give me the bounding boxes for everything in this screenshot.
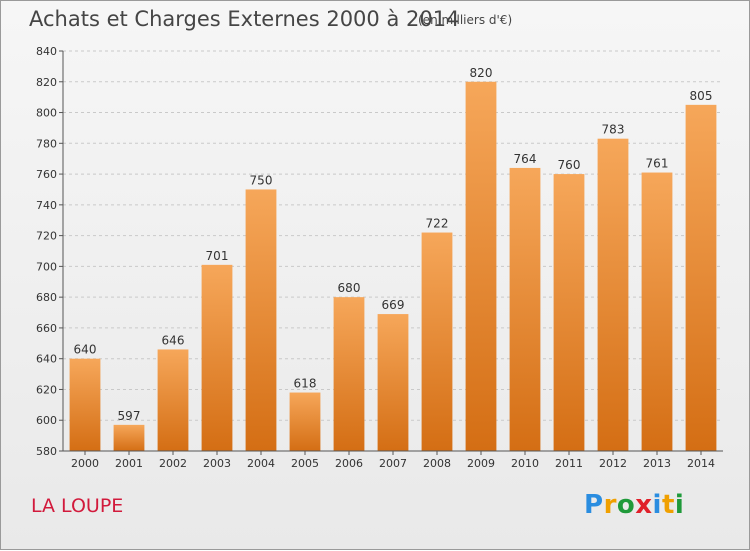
x-tick-label-2014: 2014: [687, 457, 715, 470]
logo-letter: x: [635, 490, 653, 520]
y-tick-label: 800: [36, 107, 57, 120]
bar-2006: [333, 297, 365, 451]
x-tick-label-2000: 2000: [71, 457, 99, 470]
data-label-2007: 669: [382, 298, 405, 312]
data-label-2006: 680: [338, 281, 361, 295]
bar-2012: [597, 138, 629, 451]
x-tick-label-2008: 2008: [423, 457, 451, 470]
logo-letter: o: [616, 490, 636, 520]
logo-letter: i: [674, 490, 685, 520]
y-tick-label: 780: [36, 137, 57, 150]
y-tick-label: 600: [36, 414, 57, 427]
y-tick-label: 640: [36, 353, 57, 366]
logo-letter: P: [584, 490, 604, 520]
data-label-2010: 764: [514, 152, 537, 166]
bar-2002: [157, 349, 189, 451]
y-tick-label: 820: [36, 76, 57, 89]
x-tick-label-2013: 2013: [643, 457, 671, 470]
x-tick-label-2012: 2012: [599, 457, 627, 470]
logo-letter: i: [652, 490, 662, 520]
x-tick-label-2006: 2006: [335, 457, 363, 470]
bar-2000: [69, 358, 101, 451]
bar-2001: [113, 424, 145, 451]
bar-2007: [377, 314, 409, 451]
x-tick-label-2002: 2002: [159, 457, 187, 470]
bar-2010: [509, 167, 541, 451]
data-label-2000: 640: [74, 343, 97, 357]
y-tick-label: 660: [36, 322, 57, 335]
x-tick-label-2010: 2010: [511, 457, 539, 470]
bar-2005: [289, 392, 321, 451]
data-label-2003: 701: [206, 249, 229, 263]
bar-2003: [201, 264, 233, 451]
data-label-2014: 805: [690, 89, 713, 103]
x-tick-label-2011: 2011: [555, 457, 583, 470]
x-tick-label-2005: 2005: [291, 457, 319, 470]
proxiti-logo[interactable]: Proxiti: [584, 490, 684, 520]
bar-2004: [245, 189, 277, 451]
data-label-2004: 750: [250, 173, 273, 187]
axes-group: 580 600 620 640 660 680 700 720 740 760 780 800 820 8…: [36, 45, 723, 470]
x-tick-label-2003: 2003: [203, 457, 231, 470]
bar-2008: [421, 232, 453, 451]
logo-letter: r: [603, 490, 617, 520]
chart-subtitle: (en milliers d'€): [418, 13, 513, 27]
y-tick-label: 720: [36, 230, 57, 243]
data-label-2011: 760: [558, 158, 581, 172]
y-tick-label: 680: [36, 291, 57, 304]
x-tick-label-2007: 2007: [379, 457, 407, 470]
data-label-2008: 722: [426, 217, 449, 231]
bar-2014: [685, 104, 717, 451]
y-tick-label: 840: [36, 45, 57, 58]
y-tick-label: 700: [36, 260, 57, 273]
data-label-2012: 783: [602, 123, 625, 137]
logo-letter: t: [661, 490, 675, 520]
chart-title: Achats et Charges Externes 2000 à 2014: [29, 7, 460, 31]
y-tick-label: 620: [36, 383, 57, 396]
bar-2011: [553, 174, 585, 452]
x-tick-label-2001: 2001: [115, 457, 143, 470]
x-tick-label-2009: 2009: [467, 457, 495, 470]
y-tick-label: 760: [36, 168, 57, 181]
data-label-2013: 761: [646, 157, 669, 171]
bars-group: 640 597 646 701 750 618 680 669 722 820 764 760 783 7…: [69, 66, 717, 452]
commune-name: LA LOUPE: [31, 495, 124, 517]
data-label-2002: 646: [162, 333, 185, 347]
data-label-2009: 820: [470, 66, 493, 80]
x-tick-label-2004: 2004: [247, 457, 275, 470]
data-label-2001: 597: [118, 409, 141, 423]
bar-2013: [641, 172, 673, 452]
bar-2009: [465, 81, 497, 452]
y-tick-label: 740: [36, 199, 57, 212]
data-label-2005: 618: [294, 377, 317, 391]
y-tick-label: 580: [36, 445, 57, 458]
